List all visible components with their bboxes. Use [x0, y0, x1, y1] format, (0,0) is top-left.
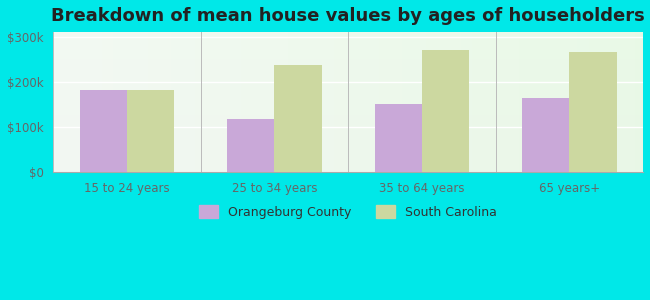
Bar	[274, 65, 322, 172]
Bar	[227, 119, 274, 172]
Legend: Orangeburg County, South Carolina: Orangeburg County, South Carolina	[193, 199, 503, 225]
Title: Breakdown of mean house values by ages of householders: Breakdown of mean house values by ages o…	[51, 7, 645, 25]
Bar	[522, 98, 569, 172]
Bar	[80, 89, 127, 172]
Bar	[422, 50, 469, 172]
Bar	[569, 52, 616, 172]
Bar	[127, 89, 174, 172]
Bar	[374, 103, 422, 172]
